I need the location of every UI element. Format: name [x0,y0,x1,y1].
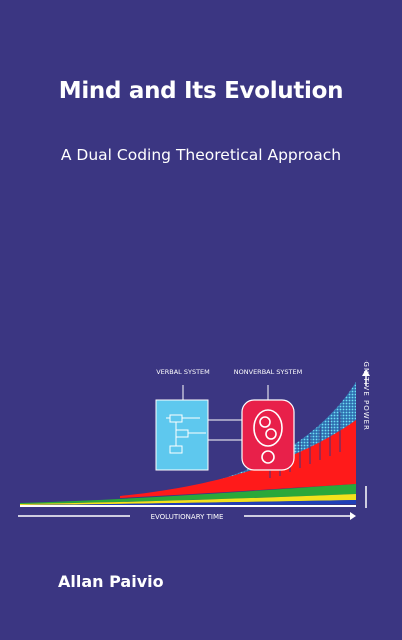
book-subtitle: A Dual Coding Theoretical Approach [60,146,342,164]
verbal-system-label: VERBAL SYSTEM [156,368,210,376]
book-author: Allan Paivio [58,572,164,591]
red-band [120,420,356,498]
x-axis-label: EVOLUTIONARY TIME [151,513,224,521]
verbal-system-box [155,399,209,471]
yellow-band [20,494,356,505]
green-band [20,484,356,504]
evolution-diagram: VERBAL SYSTEM NONVERBAL SYSTEM EVOLUTION… [18,360,371,521]
y-axis-label: COGNITIVE POWER [362,360,370,431]
nonverbal-system-label: NONVERBAL SYSTEM [234,368,302,376]
blue-band [20,500,356,506]
cover-illustration: VERBAL SYSTEM NONVERBAL SYSTEM EVOLUTION… [0,360,402,530]
book-title: Mind and Its Evolution [58,78,344,104]
